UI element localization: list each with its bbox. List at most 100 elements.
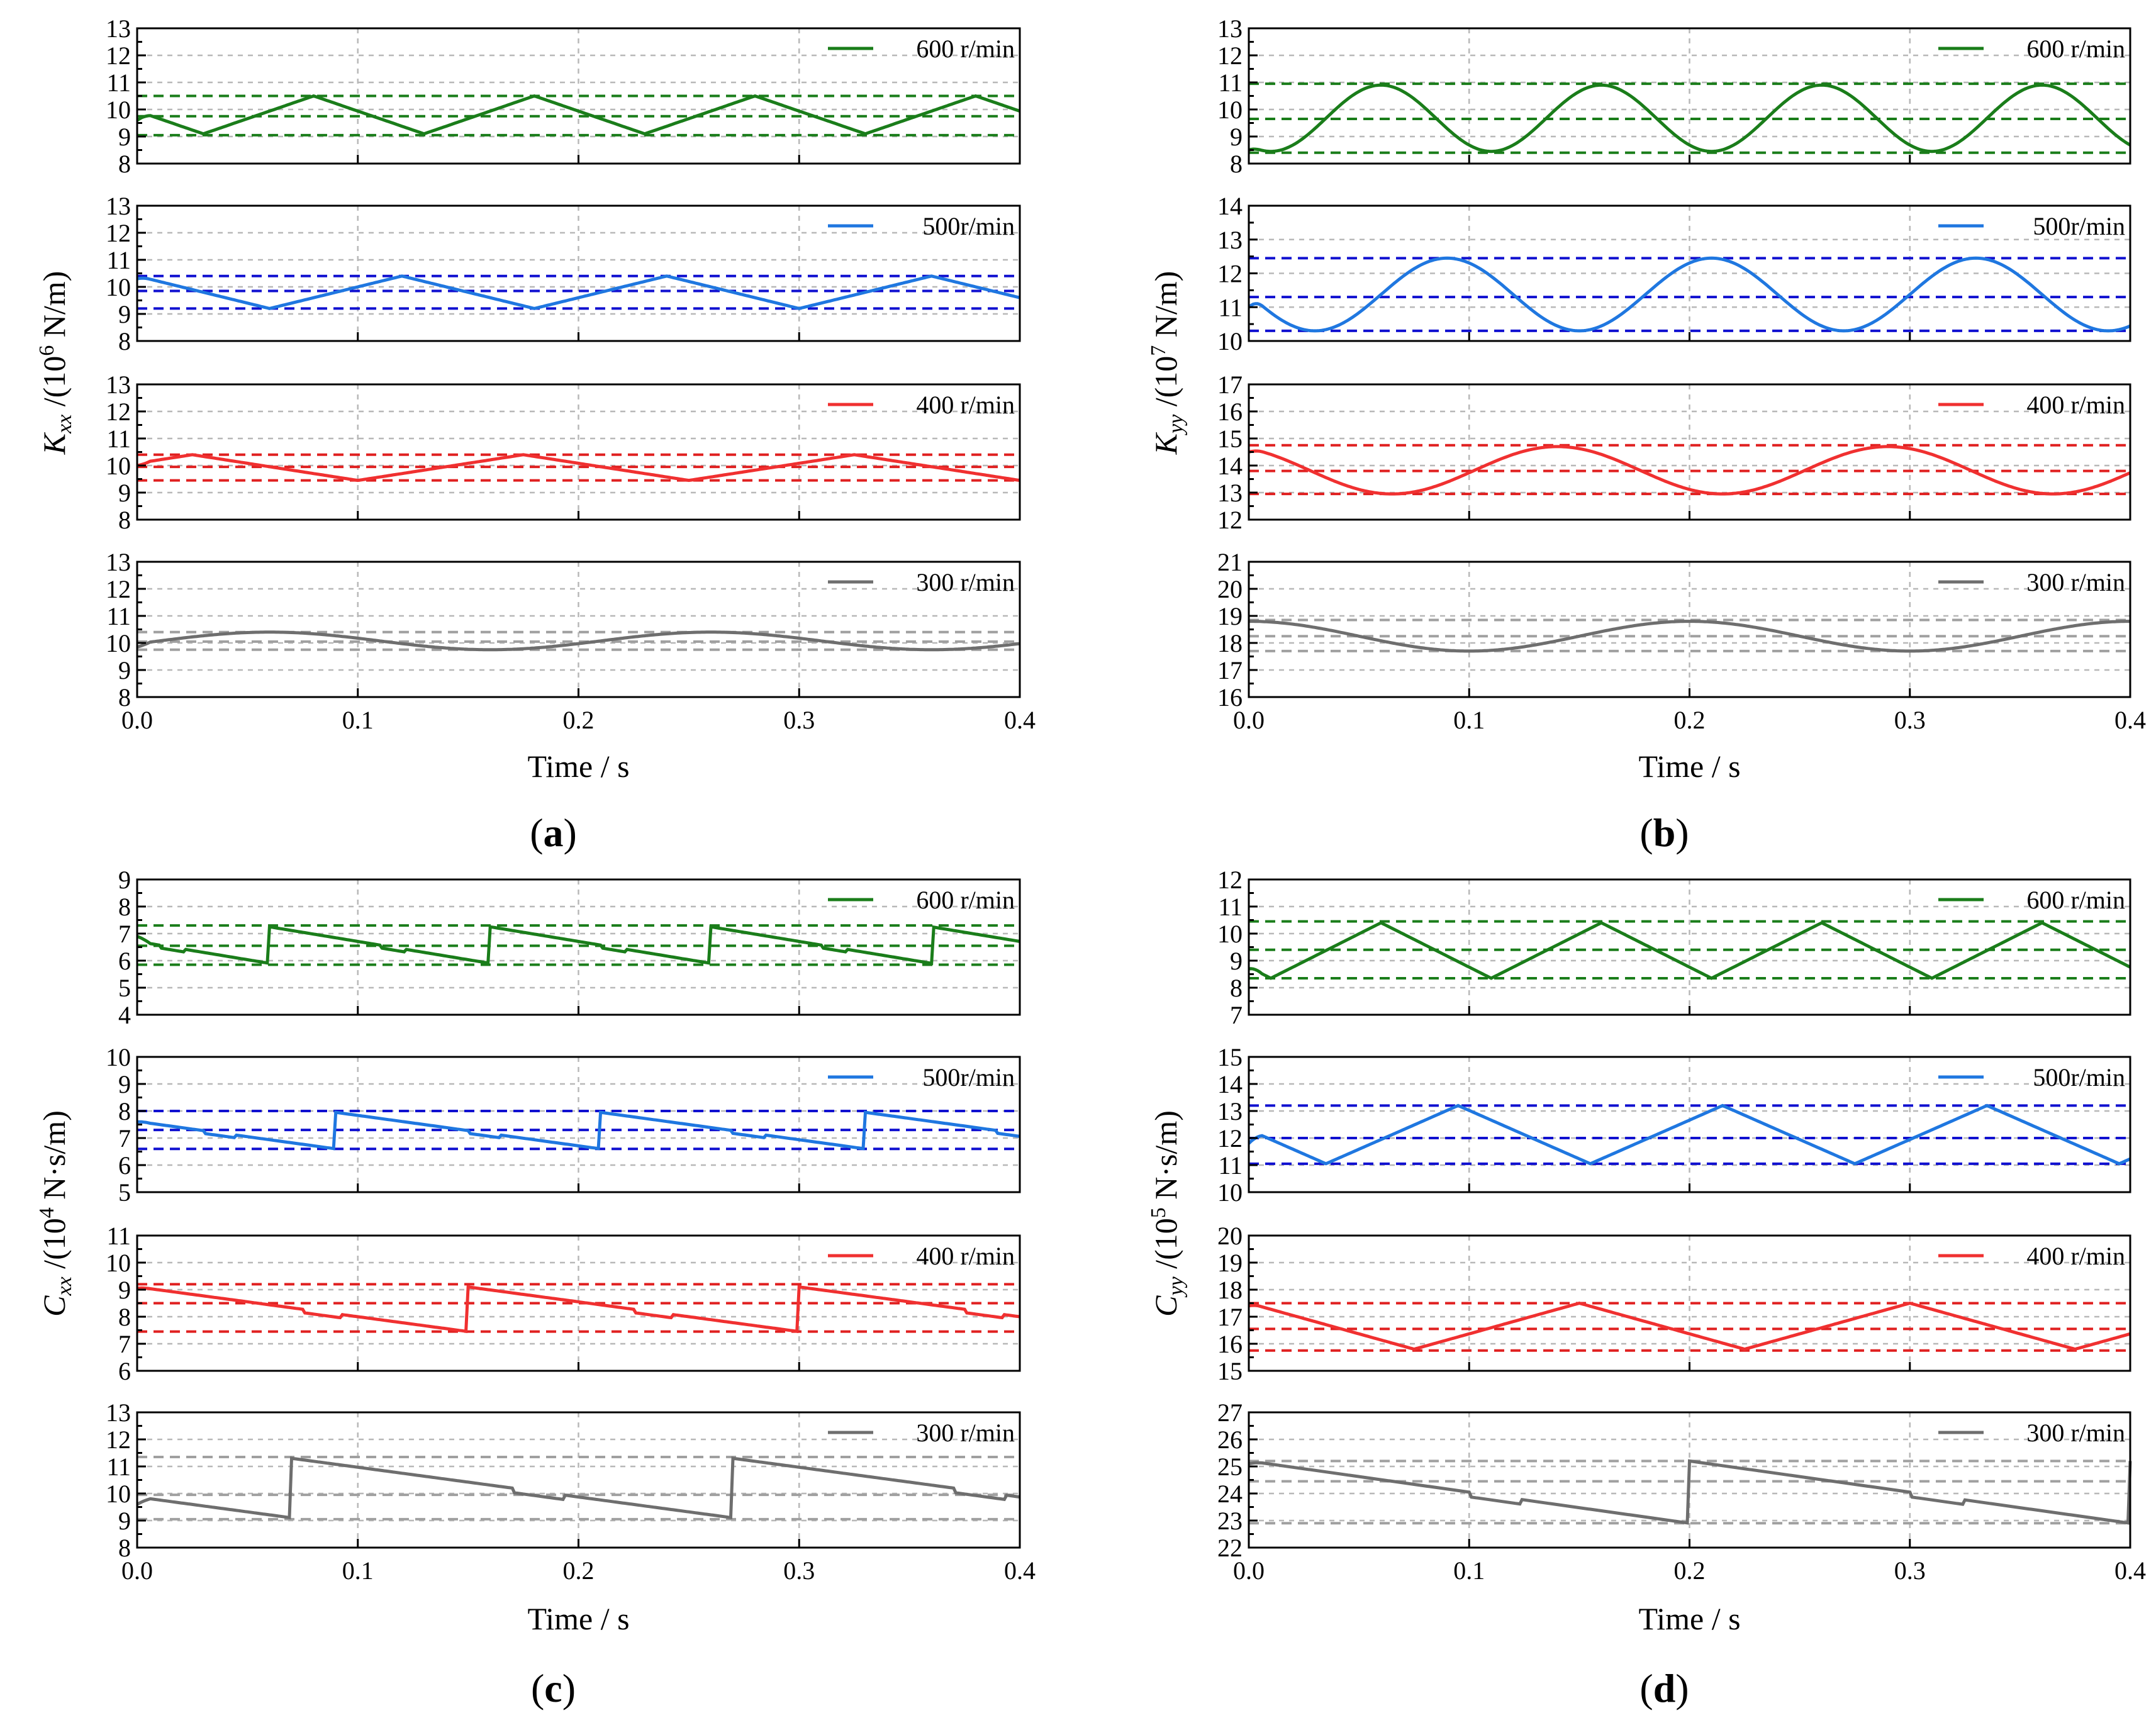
panel-label: (c) <box>531 1666 576 1711</box>
x-tick-label: 0.4 <box>1004 1556 1036 1585</box>
legend-label: 600 r/min <box>916 886 1015 914</box>
y-tick-label: 16 <box>1217 1330 1243 1358</box>
y-tick-label: 13 <box>106 14 131 43</box>
x-tick-label: 0.1 <box>342 706 374 734</box>
y-tick-label: 10 <box>106 96 131 124</box>
x-axis-title: Time / s <box>527 1601 629 1636</box>
x-axis-title: Time / s <box>1638 749 1740 784</box>
y-tick-label: 9 <box>118 1070 131 1098</box>
series-line <box>137 1110 1020 1151</box>
y-tick-label: 23 <box>1217 1507 1243 1535</box>
legend-label: 300 r/min <box>2026 568 2125 596</box>
y-tick-label: 11 <box>1218 893 1243 921</box>
series-line <box>1248 445 2131 496</box>
legend-label: 400 r/min <box>916 1242 1015 1270</box>
x-axis-title: Time / s <box>527 749 629 784</box>
series-line <box>1248 1301 2131 1351</box>
legend-label: 300 r/min <box>916 568 1015 596</box>
y-axis-title: Kxx /(106 N/m) <box>35 271 76 455</box>
y-tick-label: 25 <box>1217 1453 1243 1481</box>
y-tick-label: 13 <box>1217 226 1243 254</box>
y-tick-label: 9 <box>118 1507 131 1535</box>
series-line <box>1248 920 2131 980</box>
y-tick-label: 7 <box>1230 1001 1243 1029</box>
y-tick-label: 11 <box>1218 293 1243 321</box>
x-tick-label: 0.1 <box>342 1556 374 1585</box>
y-tick-label: 9 <box>118 123 131 151</box>
y-tick-label: 7 <box>118 1124 131 1153</box>
x-tick-label: 0.2 <box>1674 1556 1706 1585</box>
panel-label: (a) <box>530 810 577 855</box>
y-tick-label: 10 <box>1217 327 1243 355</box>
y-tick-label: 11 <box>106 425 131 453</box>
y-tick-label: 12 <box>106 42 131 70</box>
y-tick-label: 8 <box>118 327 131 355</box>
y-tick-label: 4 <box>118 1001 131 1029</box>
legend-label: 600 r/min <box>916 35 1015 63</box>
y-tick-label: 18 <box>1217 629 1243 657</box>
y-tick-label: 8 <box>118 150 131 178</box>
x-tick-label: 0.3 <box>783 1556 815 1585</box>
y-tick-label: 12 <box>106 1426 131 1454</box>
y-axis-title: Cxx /(104 N·s/m) <box>35 1110 76 1317</box>
series-line <box>1248 1459 2132 1525</box>
legend-label: 600 r/min <box>2026 886 2125 914</box>
y-tick-label: 8 <box>118 893 131 921</box>
y-tick-label: 11 <box>1218 1151 1243 1180</box>
series-line <box>137 274 1020 310</box>
series-line <box>137 630 1020 652</box>
legend-label: 500r/min <box>2033 1063 2125 1091</box>
y-tick-label: 13 <box>106 548 131 576</box>
y-tick-label: 10 <box>106 1043 131 1071</box>
y-tick-label: 14 <box>1217 192 1243 220</box>
y-tick-label: 15 <box>1217 1043 1243 1071</box>
y-tick-label: 8 <box>118 1534 131 1562</box>
y-tick-label: 10 <box>106 273 131 301</box>
series-line <box>137 453 1020 483</box>
x-tick-label: 0.4 <box>2114 1556 2146 1585</box>
y-tick-label: 11 <box>106 69 131 97</box>
y-tick-label: 10 <box>106 1480 131 1508</box>
subplot-1: 10 11 12 13 14 500r/min <box>1217 192 2131 355</box>
y-tick-label: 11 <box>106 602 131 630</box>
y-tick-label: 7 <box>118 1330 131 1358</box>
series-line <box>1248 83 2131 154</box>
x-tick-label: 0.1 <box>1453 706 1485 734</box>
legend-label: 300 r/min <box>916 1419 1015 1447</box>
legend-label: 500r/min <box>922 212 1015 240</box>
y-tick-label: 11 <box>1218 69 1243 97</box>
y-tick-label: 8 <box>118 683 131 712</box>
y-tick-label: 22 <box>1217 1534 1243 1562</box>
y-tick-label: 16 <box>1217 398 1243 426</box>
y-tick-label: 26 <box>1217 1426 1243 1454</box>
y-tick-label: 10 <box>1217 96 1243 124</box>
y-tick-label: 6 <box>118 1151 131 1180</box>
y-tick-label: 13 <box>1217 479 1243 507</box>
legend-label: 400 r/min <box>2026 391 2125 419</box>
y-tick-label: 9 <box>1230 947 1243 975</box>
y-tick-label: 5 <box>118 974 131 1002</box>
y-tick-label: 9 <box>118 300 131 328</box>
y-tick-label: 14 <box>1217 452 1243 480</box>
y-tick-label: 8 <box>118 506 131 534</box>
x-tick-label: 0.3 <box>1894 1556 1926 1585</box>
legend-label: 500r/min <box>922 1063 1015 1091</box>
x-tick-label: 0.0 <box>1233 1556 1265 1585</box>
x-tick-label: 0.4 <box>1004 706 1036 734</box>
y-tick-label: 10 <box>1217 1178 1243 1207</box>
y-tick-label: 10 <box>106 629 131 657</box>
x-tick-label: 0.2 <box>563 706 595 734</box>
y-tick-label: 10 <box>106 1249 131 1277</box>
y-tick-label: 9 <box>118 1276 131 1304</box>
y-tick-label: 11 <box>106 246 131 274</box>
